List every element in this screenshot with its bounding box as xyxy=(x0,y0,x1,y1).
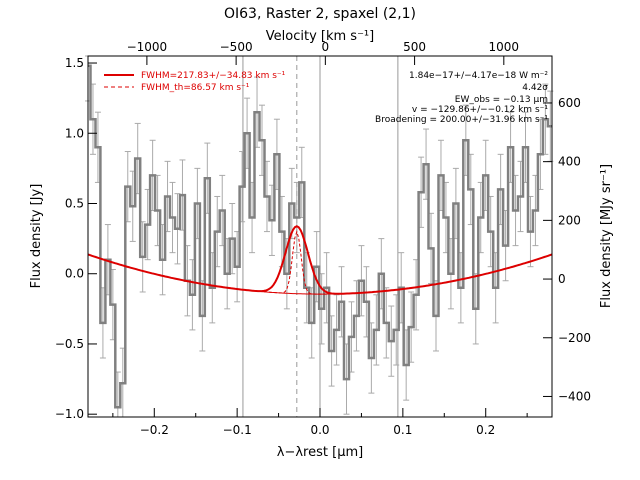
top-tick-label-3: 500 xyxy=(403,40,426,54)
legend-label-fwhm: FWHM=217.83+/−34.83 km s⁻¹ xyxy=(141,71,286,81)
annotation-sigma: 4.42σ xyxy=(522,83,548,93)
top-tick-label-2: 0 xyxy=(322,40,330,54)
legend-label-fwhm-th: FWHM_th=86.57 km s⁻¹ xyxy=(141,83,250,93)
top-tick-label-4: 1000 xyxy=(489,40,520,54)
legend: FWHM=217.83+/−34.83 km s⁻¹ FWHM_th=86.57… xyxy=(104,71,286,93)
y-tick-label-0: −1.0 xyxy=(55,407,84,421)
chart-title: OI63, Raster 2, spaxel (2,1) xyxy=(224,6,416,22)
fit-annotations: 1.84e−17+/−4.17e−18 W m⁻² 4.42σ EW_obs =… xyxy=(375,71,548,125)
annotation-broadening: Broadening = 200.00+/−31.96 km s⁻¹ xyxy=(375,115,548,125)
right-axis-label: Flux density [MJy sr⁻¹] xyxy=(599,164,614,308)
x-axis-label: λ−λrest [μm] xyxy=(277,445,363,460)
spectrum-series xyxy=(88,64,552,409)
right-tick-label-3: 200 xyxy=(558,213,581,227)
top-tick-label-1: −500 xyxy=(220,40,253,54)
axis-ticks xyxy=(88,56,552,417)
top-tick-label-0: −1000 xyxy=(127,40,168,54)
right-tick-label-4: 400 xyxy=(558,155,581,169)
y-tick-label-3: 0.5 xyxy=(65,196,84,210)
x-tick-label-4: 0.2 xyxy=(476,423,495,437)
right-tick-label-2: 0 xyxy=(558,272,566,286)
y-tick-label-4: 1.0 xyxy=(65,126,84,140)
annotation-ew: EW_obs = −0.13 μm xyxy=(455,95,548,105)
fit-theoretical-curve xyxy=(263,230,332,295)
y-tick-label-2: 0.0 xyxy=(65,267,84,281)
x-tick-label-1: −0.1 xyxy=(223,423,252,437)
reference-lines xyxy=(242,56,399,417)
annotation-velocity: v = −129.86+/−−0.12 km s⁻¹ xyxy=(412,105,548,115)
right-tick-label-0: −400 xyxy=(558,389,591,403)
y-tick-label-1: −0.5 xyxy=(55,337,84,351)
right-tick-label-1: −200 xyxy=(558,331,591,345)
annotation-flux: 1.84e−17+/−4.17e−18 W m⁻² xyxy=(409,71,548,81)
y-tick-label-5: 1.5 xyxy=(65,56,84,70)
right-tick-label-5: 600 xyxy=(558,96,581,110)
x-tick-label-0: −0.2 xyxy=(140,423,169,437)
tick-labels: −0.2 −0.1 0.0 0.1 0.2 −1.0 −0.5 0.0 0.5 1.0 1.5 −10… xyxy=(55,40,591,437)
y-axis-label: Flux density [Jy] xyxy=(29,184,44,289)
top-axis-label: Velocity [km s⁻¹] xyxy=(266,29,374,44)
x-tick-label-3: 0.1 xyxy=(393,423,412,437)
fit-curve xyxy=(87,225,553,295)
fit-curves xyxy=(87,225,553,295)
spectrum-line xyxy=(88,64,552,409)
x-tick-label-2: 0.0 xyxy=(310,423,329,437)
